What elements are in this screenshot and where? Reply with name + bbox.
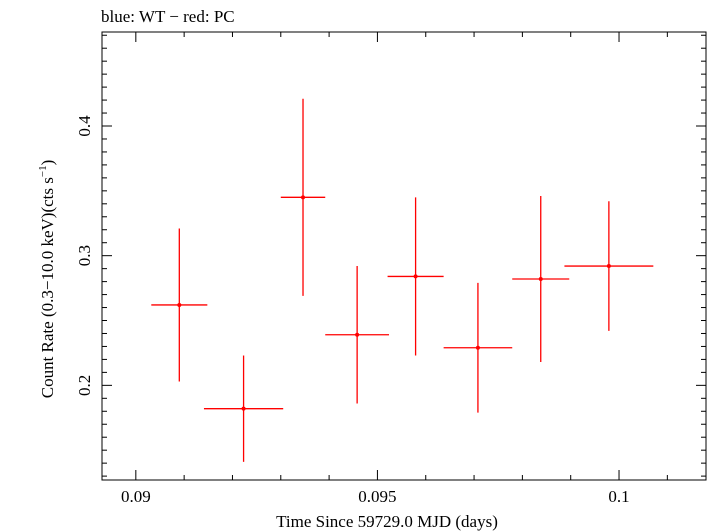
point-marker bbox=[475, 345, 480, 350]
chart-title: blue: WT − red: PC bbox=[101, 7, 235, 26]
data-point bbox=[203, 355, 284, 462]
data-point bbox=[151, 228, 208, 382]
data-point bbox=[387, 197, 444, 356]
data-point bbox=[564, 201, 654, 331]
point-marker bbox=[301, 195, 306, 200]
y-tick-labels: 0.2 0.3 0.4 bbox=[75, 115, 94, 396]
data-point bbox=[325, 266, 390, 404]
y-axis-label-main: Count Rate (0.3−10.0 keV)(cts s bbox=[38, 177, 57, 398]
y-tick-label: 0.3 bbox=[75, 245, 94, 266]
x-tick-labels: 0.09 0.095 0.1 bbox=[121, 487, 630, 506]
data-points bbox=[151, 98, 654, 462]
y-axis-label-close: ) bbox=[38, 160, 57, 166]
point-marker bbox=[538, 277, 543, 282]
x-tick-label: 0.095 bbox=[358, 487, 396, 506]
point-marker bbox=[355, 332, 360, 337]
point-marker bbox=[177, 302, 182, 307]
x-tick-label: 0.09 bbox=[121, 487, 151, 506]
axis-ticks bbox=[102, 32, 706, 480]
data-point bbox=[443, 282, 513, 413]
y-tick-label: 0.2 bbox=[75, 375, 94, 396]
x-tick-label: 0.1 bbox=[608, 487, 629, 506]
y-tick-label: 0.4 bbox=[75, 115, 94, 137]
point-marker bbox=[606, 264, 611, 269]
data-point bbox=[280, 98, 326, 296]
y-axis-label: Count Rate (0.3−10.0 keV)(cts s−1) bbox=[37, 160, 57, 399]
plot-frame bbox=[101, 31, 707, 481]
point-marker bbox=[241, 406, 246, 411]
x-axis-label: Time Since 59729.0 MJD (days) bbox=[276, 512, 498, 531]
point-marker bbox=[413, 274, 418, 279]
y-axis-label-sup: −1 bbox=[37, 165, 49, 177]
data-point bbox=[512, 196, 570, 363]
